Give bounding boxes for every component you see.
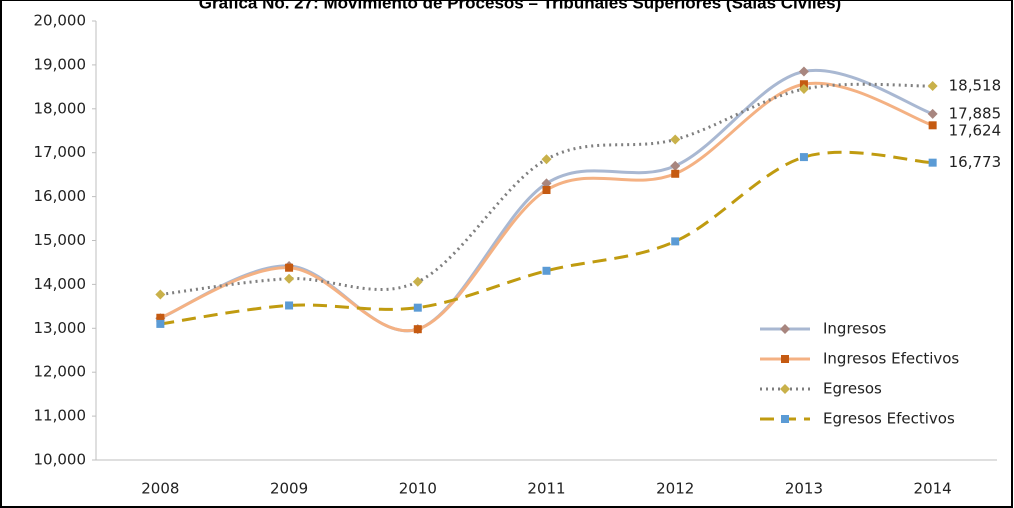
x-tick-label: 2013 — [785, 480, 823, 498]
y-tick-label: 20,000 — [34, 12, 87, 30]
legend-label: Ingresos Efectivos — [823, 350, 959, 368]
data-point — [928, 121, 937, 130]
data-label: 17,885 — [949, 104, 1002, 122]
data-point — [928, 158, 937, 167]
x-tick-label: 2014 — [914, 480, 952, 498]
y-tick-label: 15,000 — [34, 231, 87, 249]
data-point — [285, 301, 294, 310]
data-label: 16,773 — [949, 153, 1002, 171]
chart-title: Grafica No. 27: Movimiento de Procesos –… — [199, 0, 841, 12]
data-point — [156, 319, 165, 328]
data-point — [412, 276, 423, 287]
y-tick-label: 16,000 — [34, 187, 87, 205]
x-tick-label: 2010 — [399, 480, 437, 498]
data-point — [671, 237, 680, 246]
data-point — [541, 178, 552, 189]
data-point — [799, 153, 808, 162]
data-point — [155, 289, 166, 300]
y-tick-label: 14,000 — [34, 275, 87, 293]
data-point — [671, 169, 680, 178]
y-tick-label: 11,000 — [34, 407, 87, 425]
y-tick-label: 12,000 — [34, 363, 87, 381]
data-label: 18,518 — [949, 77, 1002, 95]
x-tick-label: 2009 — [270, 480, 308, 498]
legend-marker — [780, 324, 790, 334]
data-point — [542, 266, 551, 275]
y-tick-label: 10,000 — [34, 451, 87, 469]
x-tick-label: 2012 — [656, 480, 694, 498]
legend-label: Ingresos — [823, 320, 887, 338]
data-label: 17,624 — [949, 121, 1002, 139]
y-tick-label: 19,000 — [34, 55, 87, 73]
data-point — [927, 108, 938, 119]
data-point — [670, 134, 681, 145]
y-tick-label: 17,000 — [34, 143, 87, 161]
data-point — [285, 263, 294, 272]
data-point — [798, 66, 809, 77]
x-tick-label: 2008 — [141, 480, 179, 498]
legend-label: Egresos — [823, 380, 882, 398]
legend-marker — [781, 415, 789, 423]
legend-marker — [780, 384, 790, 394]
data-point — [284, 273, 295, 284]
data-point — [542, 186, 551, 195]
data-point — [413, 303, 422, 312]
y-tick-label: 18,000 — [34, 99, 87, 117]
data-point — [541, 154, 552, 165]
legend-marker — [781, 355, 789, 363]
legend-label: Egresos Efectivos — [823, 410, 955, 428]
data-point — [670, 160, 681, 171]
y-tick-label: 13,000 — [34, 319, 87, 337]
data-point — [798, 84, 809, 95]
data-point — [156, 313, 165, 322]
data-point — [927, 81, 938, 92]
data-point — [413, 325, 422, 334]
x-tick-label: 2011 — [527, 480, 565, 498]
